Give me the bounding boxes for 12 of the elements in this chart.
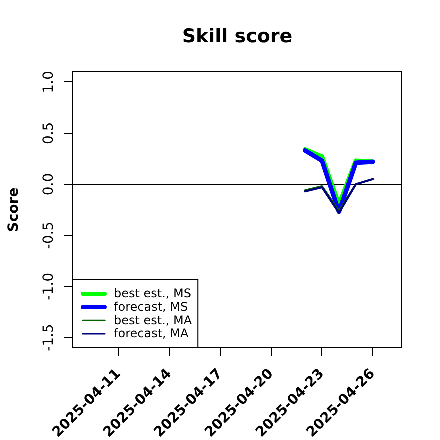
- y-tick-label: 1.0: [40, 71, 57, 94]
- y-tick-label: -0.5: [40, 222, 57, 250]
- y-axis-title: Score: [6, 188, 22, 232]
- y-tick-label: 0.0: [40, 173, 57, 196]
- legend-label: best est., MS: [114, 286, 192, 301]
- y-tick-label: -1.0: [40, 273, 57, 300]
- y-tick-label: 0.5: [40, 122, 57, 144]
- y-tick-label: -1.5: [40, 324, 57, 352]
- legend-label: forecast, MS: [114, 300, 188, 314]
- legend-label: best est., MA: [114, 313, 193, 328]
- chart-title: Skill score: [182, 25, 293, 48]
- legend-label: forecast, MA: [114, 326, 190, 341]
